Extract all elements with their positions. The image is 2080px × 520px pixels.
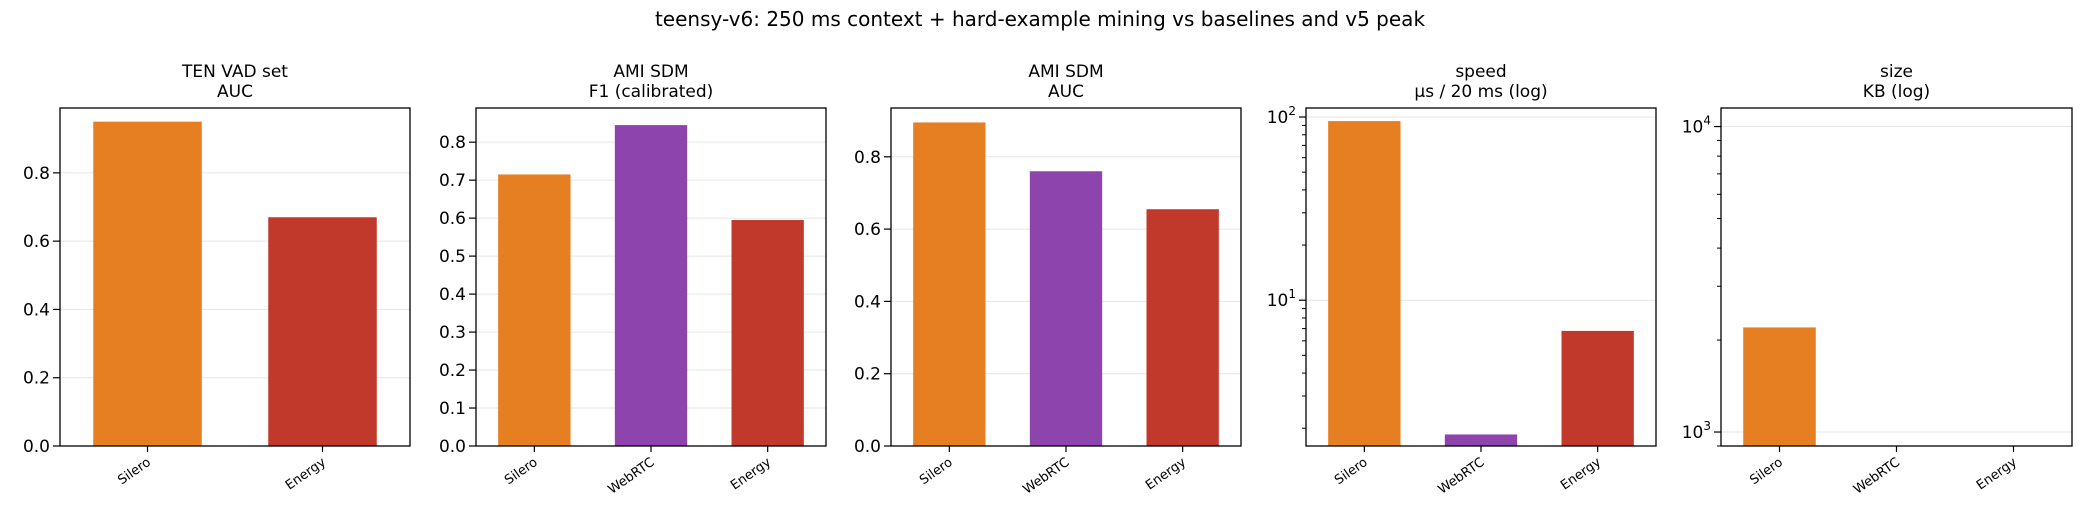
panel-subtitle: KB (log) [1863, 82, 1930, 102]
x-tick-label: Energy [283, 455, 329, 494]
bar-webrtc [1444, 434, 1518, 446]
y-tick-label: 0.6 [439, 209, 466, 229]
y-tick-label: 0.3 [439, 323, 466, 343]
bar-silero [1328, 121, 1401, 446]
x-tick-label: WebRTC [1021, 455, 1073, 498]
x-tick-label: WebRTC [1851, 455, 1903, 498]
panel-title: speed [1455, 62, 1506, 82]
x-tick-label: WebRTC [606, 455, 658, 498]
bar-webrtc [614, 125, 688, 446]
x-tick-label: Silero [917, 455, 956, 488]
y-tick-label: 0.6 [854, 220, 881, 240]
y-tick-label: 0.2 [439, 361, 466, 381]
y-tick-label: 102 [1267, 104, 1296, 128]
y-tick-label: 0.8 [23, 164, 50, 184]
y-tick-label: 0.6 [23, 232, 50, 252]
y-tick-label: 0.2 [854, 365, 881, 385]
x-tick-label: Energy [728, 455, 774, 494]
y-tick-label: 0.5 [439, 247, 466, 267]
axes-frame [1720, 107, 2073, 447]
panel-subtitle: AUC [217, 82, 253, 102]
y-tick-label: 103 [1682, 419, 1711, 443]
y-tick-label-exponent: 2 [1288, 104, 1296, 118]
x-tick-label: Silero [1747, 455, 1786, 488]
bar-energy [268, 217, 377, 446]
y-tick-label-exponent: 4 [1703, 114, 1711, 128]
bar-energy [1561, 330, 1634, 446]
x-tick-label: Silero [1332, 455, 1371, 488]
panel-title: size [1880, 62, 1913, 82]
panel-title: AMI SDM [1028, 62, 1103, 82]
axes-frame [1305, 107, 1657, 447]
panel-subtitle: F1 (calibrated) [589, 82, 714, 102]
bar-silero [913, 122, 986, 446]
y-tick-label-base: 10 [1267, 291, 1289, 311]
panel-title: TEN VAD set [181, 62, 288, 82]
y-tick-label: 0.4 [439, 285, 466, 305]
bar-silero [1743, 327, 1816, 446]
y-tick-label: 0.8 [439, 133, 466, 153]
bar-webrtc [1029, 171, 1103, 447]
x-tick-label: Silero [502, 455, 541, 488]
y-tick-label: 0.8 [854, 148, 881, 168]
bar-silero [498, 174, 571, 446]
x-tick-label: Energy [1974, 455, 2020, 494]
y-tick-label: 0.4 [23, 300, 50, 320]
y-tick-label: 0.0 [23, 437, 50, 457]
x-tick-label: WebRTC [1436, 455, 1488, 498]
figure-title: teensy-v6: 250 ms context + hard-example… [655, 7, 1425, 31]
axes-frame [59, 107, 411, 447]
y-tick-label-exponent: 1 [1288, 287, 1296, 301]
y-tick-label: 0.1 [439, 399, 466, 419]
y-tick-label: 101 [1267, 287, 1296, 311]
bar-energy [731, 220, 804, 446]
y-tick-label-exponent: 3 [1703, 419, 1711, 433]
y-tick-label: 0.2 [23, 369, 50, 389]
y-tick-label: 0.0 [854, 437, 881, 457]
bar-energy [1146, 209, 1219, 446]
panel-subtitle: AUC [1048, 82, 1084, 102]
panel-title: AMI SDM [613, 62, 688, 82]
axes-frame [890, 107, 1242, 447]
panel-subtitle: µs / 20 ms (log) [1414, 82, 1547, 102]
x-tick-label: Silero [115, 455, 154, 488]
bar-silero [93, 121, 202, 447]
y-tick-label: 104 [1682, 114, 1711, 138]
y-tick-label-base: 10 [1682, 118, 1704, 138]
x-tick-label: Energy [1143, 455, 1189, 494]
x-tick-label: Energy [1558, 455, 1604, 494]
y-tick-label: 0.0 [439, 437, 466, 457]
y-tick-label: 0.7 [439, 171, 466, 191]
y-tick-label: 0.4 [854, 292, 881, 312]
y-tick-label-base: 10 [1682, 423, 1704, 443]
axes-frame [475, 107, 827, 447]
y-tick-label-base: 10 [1267, 108, 1289, 128]
